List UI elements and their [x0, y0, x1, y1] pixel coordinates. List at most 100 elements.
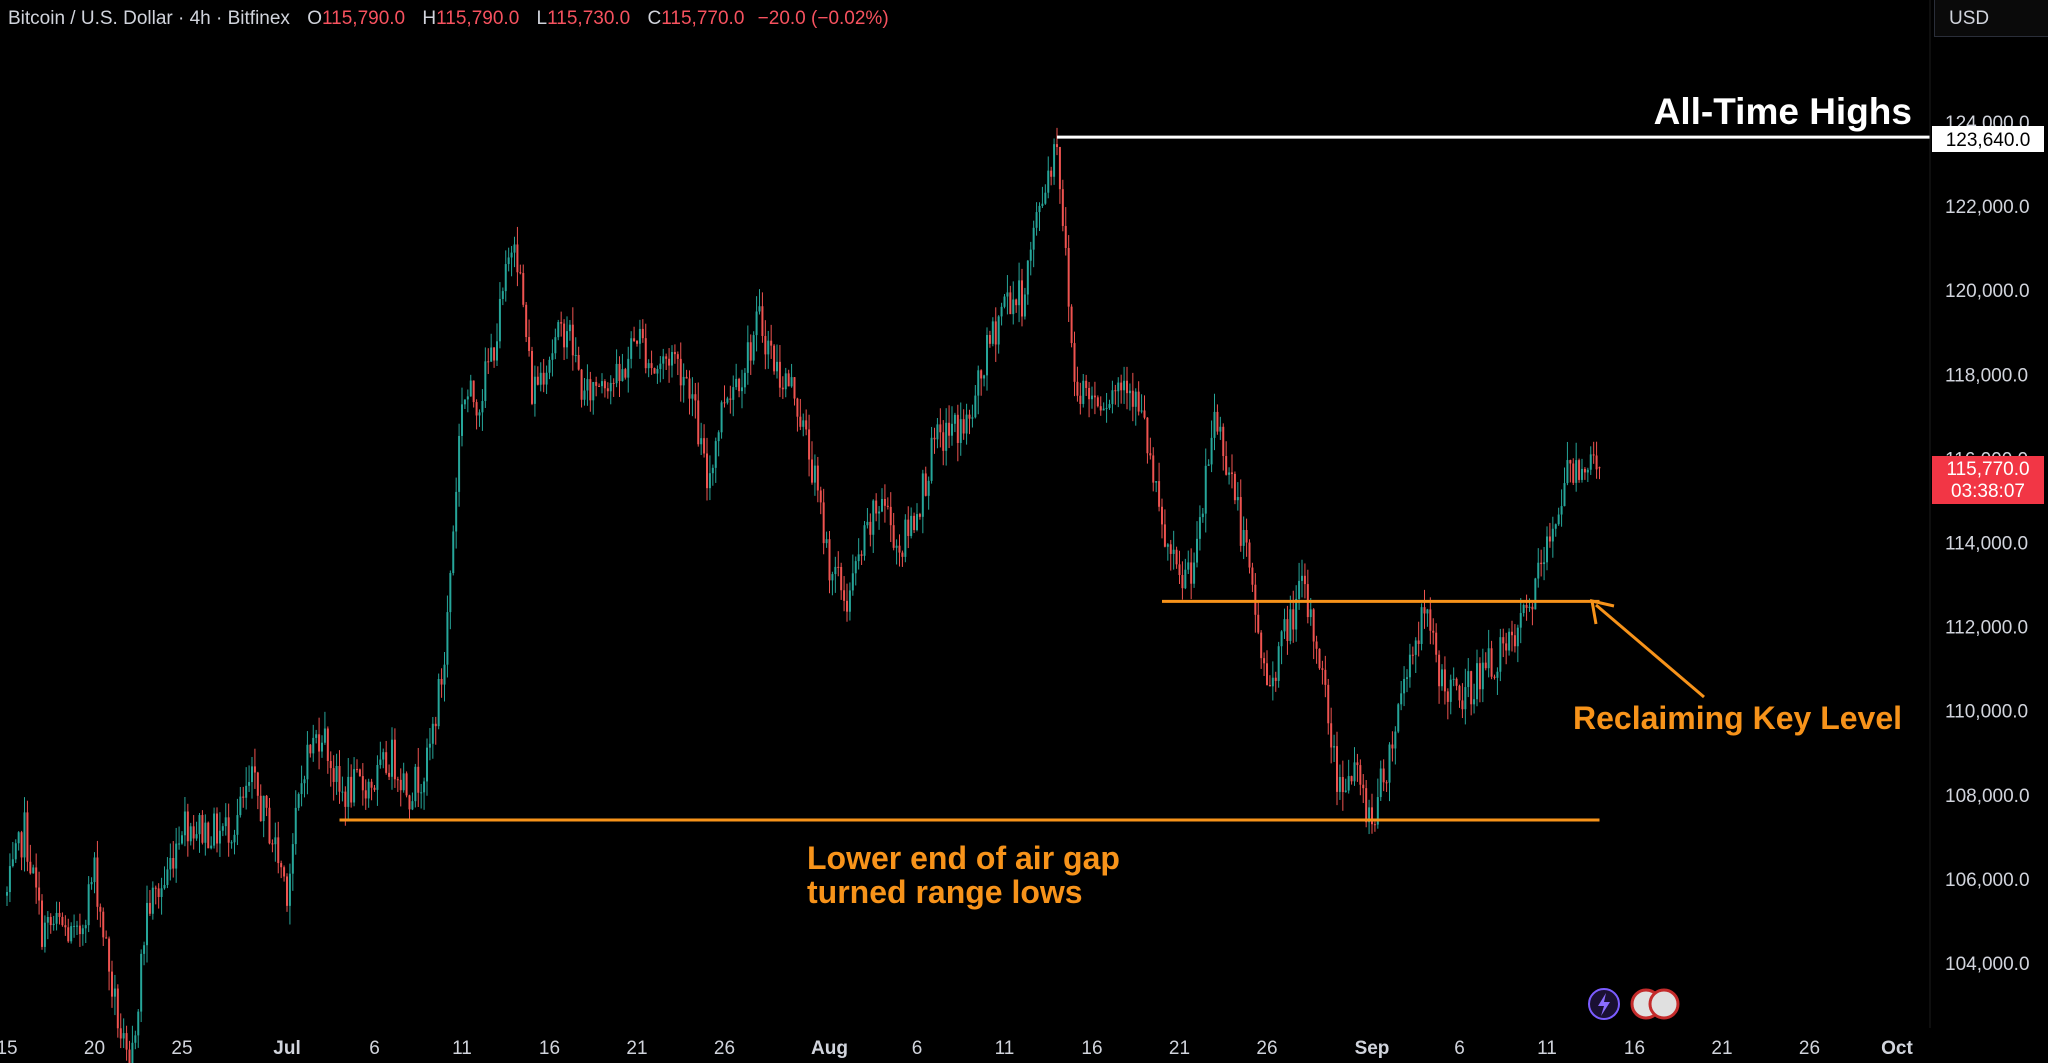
candle-body: [770, 340, 773, 346]
candle-body: [253, 766, 256, 773]
candle-body: [694, 394, 697, 401]
x-tick-label: 26: [1799, 1038, 1820, 1059]
candle-body: [1443, 669, 1446, 692]
candle-body: [641, 328, 644, 339]
candle-body: [542, 372, 545, 385]
candle-body: [846, 600, 848, 612]
candle-body: [1438, 654, 1441, 687]
candle-body: [848, 590, 851, 612]
candle-body: [1289, 609, 1292, 641]
candle-body: [816, 465, 819, 491]
candle-body: [1093, 395, 1096, 398]
candle-body: [1318, 648, 1321, 669]
candle-body: [1114, 390, 1117, 392]
candle-body: [1070, 306, 1073, 344]
candle-body: [656, 369, 659, 374]
candle-body: [1166, 544, 1169, 547]
candle-body: [1572, 463, 1575, 483]
candle-body: [140, 953, 143, 1012]
candle-body: [1487, 648, 1490, 669]
candle-body: [496, 341, 498, 361]
candle-body: [682, 376, 685, 386]
candle-body: [773, 345, 776, 372]
candle-body: [1131, 390, 1134, 407]
candle-body: [1324, 669, 1327, 685]
candle-body: [703, 438, 706, 454]
candle-body: [64, 925, 67, 928]
candle-body: [443, 664, 446, 685]
candle-body: [1058, 147, 1061, 190]
candle-body: [1338, 777, 1341, 792]
candle-body: [799, 416, 802, 427]
candle-body: [802, 420, 805, 427]
candle-body: [1181, 575, 1184, 589]
levels-layer: [339, 135, 1930, 822]
candle-body: [1134, 391, 1137, 407]
candle-body: [70, 926, 73, 942]
candle-body: [1126, 380, 1128, 394]
candle-body: [1117, 382, 1120, 392]
candle-body: [1204, 465, 1207, 514]
candle-body: [475, 402, 478, 416]
candle-body: [271, 843, 274, 845]
candle-body: [1236, 497, 1239, 501]
candle-body: [356, 769, 358, 771]
candle-body: [23, 812, 26, 858]
candle-body: [218, 830, 221, 844]
candle-body: [583, 390, 586, 400]
candle-body: [609, 382, 612, 392]
candle-body: [525, 304, 528, 338]
candle-body: [1198, 517, 1201, 539]
candle-body: [1271, 677, 1274, 687]
candle-body: [650, 363, 653, 369]
candle-body: [277, 837, 280, 864]
candle-body: [131, 1042, 134, 1063]
candle-body: [843, 590, 846, 601]
candle-body: [644, 338, 647, 369]
candle-body: [767, 340, 770, 355]
last-price-badge: [1932, 456, 2044, 504]
candle-body: [1473, 699, 1476, 705]
candle-body: [927, 480, 930, 496]
candle-body: [548, 359, 551, 373]
candle-body: [1187, 562, 1190, 570]
x-tick-label: 11: [995, 1038, 1015, 1059]
candle-body: [1490, 648, 1493, 677]
candle-body: [1105, 407, 1108, 409]
candle-body: [210, 845, 213, 849]
candle-body: [1581, 468, 1583, 480]
candle-body: [1128, 390, 1131, 394]
candle-body: [986, 334, 988, 376]
candle-body: [350, 776, 353, 803]
currency-button[interactable]: USD: [1934, 0, 2048, 37]
x-tick-label: 21: [1169, 1038, 1190, 1059]
candle-body: [326, 728, 329, 762]
candle-body: [755, 311, 758, 336]
candle-body: [1452, 678, 1455, 680]
candle-body: [711, 467, 714, 474]
indicator-icons[interactable]: [1584, 986, 1684, 1022]
candle-body: [446, 612, 449, 665]
candle-body: [857, 554, 860, 562]
candle-body: [1009, 292, 1012, 315]
candle-body: [1385, 782, 1388, 784]
candle-body: [128, 1049, 131, 1063]
key-level-annotation: Reclaiming Key Level: [1573, 700, 1902, 736]
candle-body: [898, 545, 901, 553]
candle-body: [1557, 514, 1560, 525]
candle-body: [1050, 170, 1053, 177]
candle-body: [102, 911, 105, 938]
candle-body: [297, 794, 300, 808]
candle-body: [306, 744, 309, 780]
candle-body: [1575, 460, 1578, 483]
candle-body: [790, 377, 793, 387]
candle-body: [332, 768, 335, 782]
candle-body: [1196, 538, 1198, 563]
candle-body: [983, 375, 986, 379]
candle-body: [1292, 609, 1295, 630]
candle-body: [921, 473, 924, 517]
candle-body: [300, 783, 303, 795]
candle-body: [1257, 614, 1260, 633]
candle-body: [242, 796, 245, 798]
